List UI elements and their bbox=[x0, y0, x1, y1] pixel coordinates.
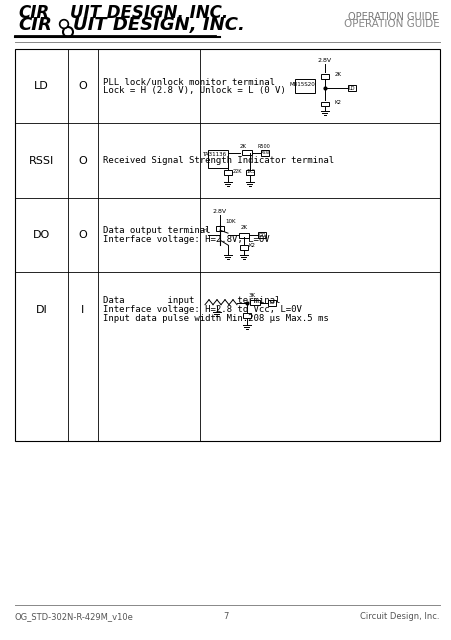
Bar bbox=[207, 150, 227, 168]
Text: I: I bbox=[81, 305, 84, 315]
Bar bbox=[267, 300, 276, 306]
Text: UIT DESIGN, INC.: UIT DESIGN, INC. bbox=[73, 16, 244, 34]
Circle shape bbox=[61, 21, 67, 27]
Text: OG_STD-302N-R-429M_v10e: OG_STD-302N-R-429M_v10e bbox=[15, 612, 133, 621]
Text: 22K: 22K bbox=[232, 168, 242, 173]
Text: O: O bbox=[78, 230, 87, 240]
Text: DI: DI bbox=[269, 300, 274, 305]
Text: 2.8V: 2.8V bbox=[317, 58, 331, 63]
Text: UIT DESIGN, INC.: UIT DESIGN, INC. bbox=[70, 4, 228, 22]
Text: DI: DI bbox=[36, 305, 47, 315]
Text: O: O bbox=[78, 81, 87, 91]
Bar bbox=[258, 232, 265, 238]
Bar bbox=[260, 150, 268, 156]
Text: CIR: CIR bbox=[18, 4, 49, 22]
Text: O: O bbox=[78, 156, 87, 166]
Text: MB15S20: MB15S20 bbox=[290, 82, 315, 87]
Text: Circuit Design, Inc.: Circuit Design, Inc. bbox=[360, 612, 439, 621]
Bar bbox=[320, 74, 328, 79]
Bar bbox=[295, 79, 314, 93]
Text: Input data pulse width Min.208 μs Max.5 ms: Input data pulse width Min.208 μs Max.5 … bbox=[103, 314, 328, 323]
Text: OPERATION GUIDE: OPERATION GUIDE bbox=[347, 12, 437, 22]
Text: 2K: 2K bbox=[239, 144, 246, 148]
Text: 2K: 2K bbox=[240, 225, 248, 230]
Text: TA31136: TA31136 bbox=[202, 152, 226, 157]
Text: DO: DO bbox=[33, 230, 50, 240]
Text: LD: LD bbox=[34, 81, 49, 91]
Text: RSSI: RSSI bbox=[29, 156, 54, 166]
Text: LD: LD bbox=[348, 86, 354, 91]
Text: Interface voltage: H=2.8 to Vcc, L=0V: Interface voltage: H=2.8 to Vcc, L=0V bbox=[103, 305, 301, 314]
Bar bbox=[347, 85, 355, 91]
Text: OPERATION GUIDE: OPERATION GUIDE bbox=[344, 19, 439, 29]
Text: Data output terminal: Data output terminal bbox=[103, 226, 210, 235]
Text: DO: DO bbox=[258, 232, 265, 237]
Bar bbox=[243, 313, 250, 318]
Bar bbox=[216, 226, 224, 230]
Text: H: H bbox=[202, 228, 207, 233]
Text: 7: 7 bbox=[223, 612, 228, 621]
Bar bbox=[249, 300, 259, 305]
Bar bbox=[245, 170, 253, 175]
Text: Interface voltage: H=2.8V, L=0V: Interface voltage: H=2.8V, L=0V bbox=[103, 235, 269, 244]
Bar bbox=[15, 49, 439, 442]
Bar bbox=[239, 233, 249, 237]
Text: 10K: 10K bbox=[225, 220, 235, 224]
Text: RSSI: RSSI bbox=[260, 150, 269, 155]
Text: Data        input        terminal: Data input terminal bbox=[103, 296, 280, 305]
Bar bbox=[224, 170, 231, 175]
Bar bbox=[241, 150, 252, 155]
Text: 3K: 3K bbox=[248, 292, 255, 298]
Text: Lock = H (2.8 V), Unlock = L (0 V): Lock = H (2.8 V), Unlock = L (0 V) bbox=[103, 86, 285, 95]
Text: R500: R500 bbox=[258, 144, 270, 148]
Text: PLL lock/unlock monitor terminal: PLL lock/unlock monitor terminal bbox=[103, 77, 274, 86]
Text: K2: K2 bbox=[334, 100, 341, 105]
Circle shape bbox=[60, 20, 69, 29]
Bar bbox=[320, 102, 328, 106]
Text: 2K: 2K bbox=[334, 72, 341, 77]
Text: 1k5: 1k5 bbox=[245, 168, 254, 173]
Text: CIR: CIR bbox=[18, 16, 52, 34]
Text: 2.8V: 2.8V bbox=[212, 209, 226, 214]
Text: K2: K2 bbox=[249, 243, 255, 248]
Text: Received Signal Strength Indicator terminal: Received Signal Strength Indicator termi… bbox=[103, 156, 333, 165]
Bar bbox=[239, 244, 248, 250]
